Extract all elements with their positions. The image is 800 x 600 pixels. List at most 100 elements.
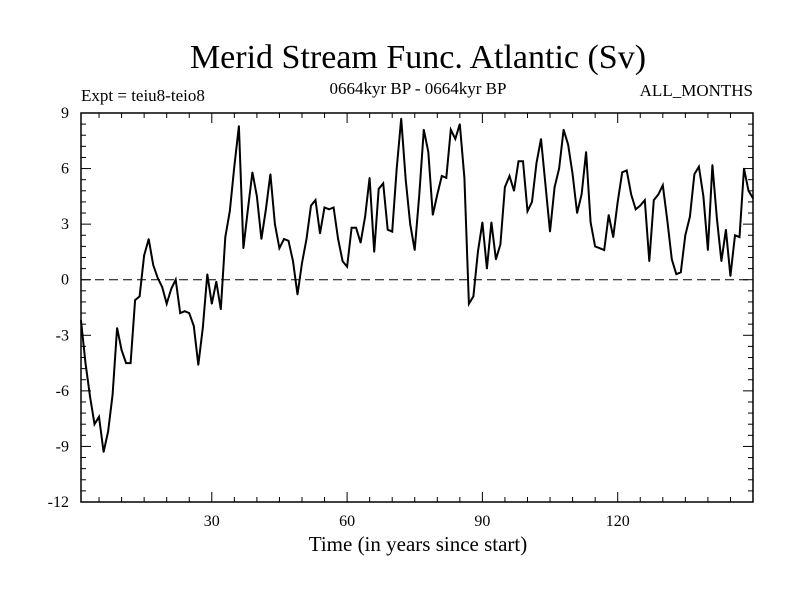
- data-point: [301, 262, 303, 264]
- data-point: [517, 160, 520, 162]
- data-point: [580, 193, 583, 196]
- data-point: [472, 295, 475, 298]
- data-point: [531, 201, 533, 203]
- data-point: [102, 451, 105, 453]
- data-point: [621, 171, 624, 174]
- data-point: [630, 193, 633, 196]
- data-point: [634, 208, 637, 211]
- data-point: [666, 219, 669, 222]
- data-point: [215, 280, 218, 283]
- data-point: [143, 254, 145, 257]
- data-point: [747, 190, 750, 192]
- data-point: [368, 177, 371, 179]
- data-point: [716, 217, 718, 220]
- data-point: [283, 238, 285, 240]
- data-point: [594, 245, 596, 248]
- data-point: [265, 208, 267, 211]
- data-point: [192, 325, 195, 327]
- data-point: [526, 210, 529, 212]
- data-point: [377, 188, 380, 190]
- data-point: [156, 277, 159, 279]
- data-point: [269, 173, 272, 175]
- data-point: [210, 302, 213, 305]
- data-point: [738, 236, 741, 238]
- data-point: [314, 199, 317, 201]
- data-point: [477, 251, 479, 253]
- data-point: [603, 249, 605, 251]
- data-point: [504, 186, 506, 188]
- data-point: [319, 232, 321, 235]
- data-point: [711, 164, 714, 166]
- data-point: [725, 228, 727, 231]
- data-point: [256, 195, 258, 198]
- data-point: [98, 415, 100, 418]
- data-point: [652, 199, 655, 201]
- data-point: [179, 312, 182, 314]
- data-point: [404, 178, 407, 181]
- data-point: [441, 175, 443, 177]
- data-point: [558, 167, 560, 170]
- data-point: [346, 265, 348, 268]
- y-tick-label: 9: [61, 105, 69, 122]
- data-point: [481, 221, 484, 224]
- data-point: [413, 249, 416, 251]
- data-point: [197, 364, 200, 366]
- data-point: [567, 143, 569, 146]
- data-point: [540, 138, 542, 140]
- data-point: [707, 249, 709, 251]
- data-point: [341, 260, 344, 262]
- data-point: [359, 241, 362, 244]
- data-point: [436, 193, 439, 196]
- data-point: [174, 278, 177, 281]
- data-point: [729, 275, 732, 277]
- data-point: [513, 190, 515, 192]
- plot-frame: [80, 112, 754, 503]
- data-point: [459, 123, 461, 125]
- data-point: [152, 264, 154, 266]
- data-point: [409, 223, 412, 225]
- data-point: [350, 227, 353, 229]
- data-point: [170, 288, 173, 290]
- data-point: [260, 238, 263, 240]
- data-point: [84, 362, 87, 364]
- chart-title: Merid Stream Func. Atlantic (Sv): [190, 39, 646, 76]
- data-point: [220, 308, 222, 311]
- data-point: [589, 221, 592, 224]
- data-point: [486, 267, 488, 270]
- data-point: [612, 236, 614, 238]
- y-tick-label: -9: [56, 438, 69, 455]
- data-point: [607, 214, 610, 216]
- x-tick-label: 60: [339, 513, 355, 530]
- data-point: [287, 240, 290, 242]
- data-point: [684, 234, 687, 237]
- data-point: [305, 238, 308, 240]
- period-label: 0664kyr BP - 0664kyr BP: [330, 79, 507, 98]
- y-tick-label: -6: [56, 383, 69, 400]
- data-point: [138, 295, 141, 298]
- data-point: [183, 310, 186, 313]
- data-point: [364, 215, 366, 218]
- data-point: [661, 184, 664, 187]
- data-point: [598, 247, 601, 250]
- axis-ticks: 30 60 90 120 -12 -9 -6 -3 0 3 6 9: [48, 105, 754, 530]
- data-point: [242, 247, 245, 250]
- data-point: [698, 165, 700, 168]
- data-point: [508, 175, 511, 177]
- data-point: [251, 171, 254, 174]
- data-point: [116, 327, 118, 329]
- data-point: [418, 193, 421, 196]
- experiment-label: Expt = teiu8-teio8: [81, 86, 205, 105]
- data-point: [147, 238, 150, 240]
- data-point: [278, 247, 281, 250]
- data-point: [247, 208, 249, 211]
- series-line: [80, 118, 754, 453]
- data-point: [120, 349, 123, 351]
- data-point: [296, 293, 299, 296]
- y-tick-label: 0: [61, 272, 69, 289]
- data-point: [468, 302, 470, 305]
- data-point: [229, 210, 231, 212]
- data-point: [107, 430, 109, 433]
- data-point: [576, 212, 578, 214]
- data-point: [639, 204, 642, 207]
